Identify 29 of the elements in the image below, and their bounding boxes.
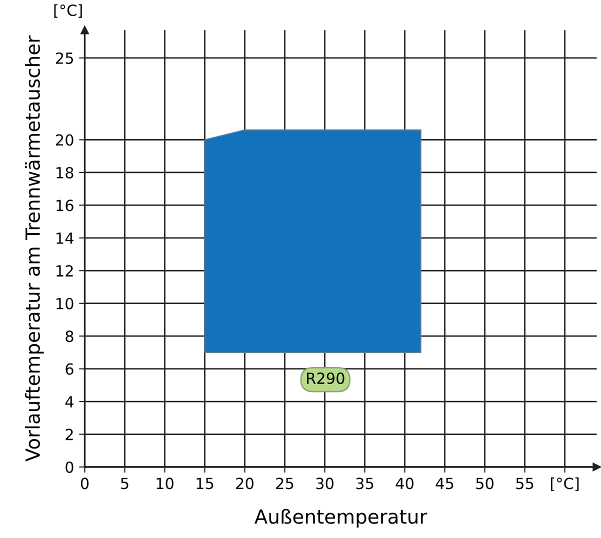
- y-tick-label: 25: [56, 52, 73, 64]
- y-tick-label: 14: [56, 232, 74, 244]
- y-tick-label: 18: [56, 166, 74, 178]
- text: [°C]: [54, 4, 82, 18]
- x-tick-label: 55: [516, 478, 534, 490]
- x-tick-label: 15: [196, 478, 214, 490]
- x-tick-label: 10: [156, 478, 174, 490]
- y-tick-label: 8: [66, 330, 74, 342]
- annotation: R290: [307, 372, 344, 384]
- x-tick-label: 20: [236, 478, 254, 490]
- x-tick-label: 35: [356, 478, 374, 490]
- y-tick-label: 16: [56, 200, 74, 212]
- x-tick-label: 0: [80, 478, 89, 490]
- y-tick-label: 2: [66, 428, 73, 440]
- x-tick-label: [°C]: [550, 477, 579, 492]
- x-tick-label: 30: [316, 478, 334, 490]
- x-tick-label: 40: [396, 478, 414, 490]
- x-tick-label: 50: [476, 478, 494, 490]
- y-tick-label: 12: [56, 265, 73, 276]
- x-axis-title: Außentemperatur: [254, 508, 428, 528]
- x-tick-label: 5: [121, 478, 128, 490]
- y-tick-label: 0: [66, 461, 74, 474]
- y-tick-label: 20: [56, 134, 74, 146]
- y-axis-title: Vorlauftemperatur am Trennwärmetauscher: [24, 35, 44, 462]
- y-tick-label: 4: [65, 396, 74, 408]
- x-tick-label: 25: [276, 478, 294, 490]
- y-tick-label: 6: [66, 363, 74, 375]
- x-tick-label: 45: [436, 478, 454, 490]
- y-tick-label: 10: [56, 298, 74, 310]
